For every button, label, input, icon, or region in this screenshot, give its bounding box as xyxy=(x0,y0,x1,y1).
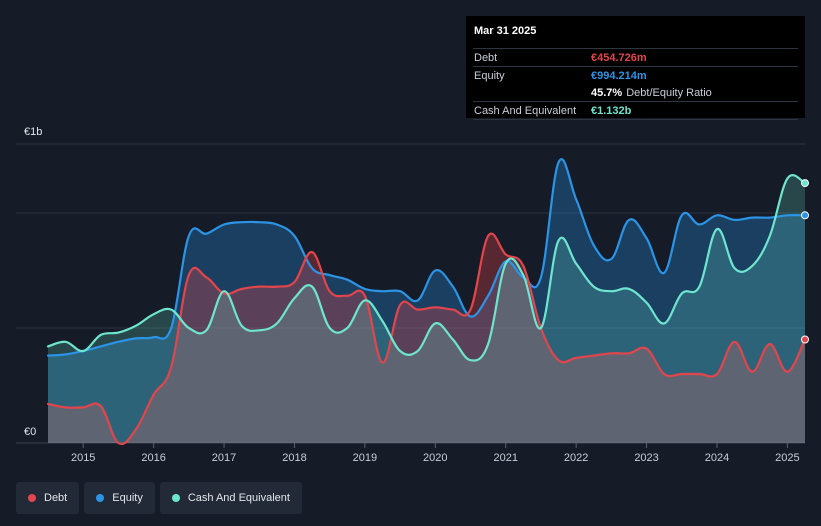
x-tick-label: 2020 xyxy=(423,452,447,464)
x-tick-label: 2023 xyxy=(634,452,658,464)
legend-label-debt: Debt xyxy=(44,492,68,504)
end-markers xyxy=(801,179,809,344)
end-marker-equity xyxy=(801,211,809,220)
legend-item-equity[interactable]: Equity xyxy=(84,482,155,514)
tooltip-ratio-label: Debt/Equity Ratio xyxy=(626,86,712,99)
x-tick-label: 2016 xyxy=(141,452,165,464)
tooltip-row-ratio: 45.7% Debt/Equity Ratio xyxy=(473,84,798,101)
x-tick-label: 2019 xyxy=(353,452,377,464)
tooltip-row-debt: Debt €454.726m xyxy=(473,48,798,66)
y-tick-label-zero: €0 xyxy=(24,426,36,438)
tooltip-equity-label: Equity xyxy=(474,69,505,82)
x-tick-label: 2018 xyxy=(282,452,306,464)
x-axis: 2015 2016 2017 2018 2019 2020 2021 2022 2023 2024… xyxy=(71,443,800,464)
x-tick-label: 2022 xyxy=(564,452,588,464)
legend-dot-equity xyxy=(96,494,105,502)
line-debt xyxy=(46,232,807,446)
x-tick-label: 2024 xyxy=(705,452,729,464)
area-debt xyxy=(48,233,805,445)
area-equity xyxy=(48,159,805,443)
tooltip-date: Mar 31 2025 xyxy=(474,25,537,37)
tooltip-cash-label: Cash And Equivalent xyxy=(474,104,577,117)
area-cash-and-equivalent xyxy=(48,175,805,443)
series-lines xyxy=(46,158,807,446)
tooltip-row-equity: Equity €994.214m xyxy=(473,66,798,84)
tooltip-equity-value: €994.214m xyxy=(591,69,647,82)
legend-label-cash: Cash And Equivalent xyxy=(187,492,290,504)
line-cash-and-equivalent xyxy=(46,174,807,362)
tooltip-ratio-value: 45.7% xyxy=(591,86,623,99)
data-tooltip: Mar 31 2025 Debt €454.726m Equity €994.2… xyxy=(466,16,805,120)
tooltip-row-cash: Cash And Equivalent €1.132b xyxy=(473,101,798,120)
tooltip-debt-label: Debt xyxy=(474,51,498,64)
end-marker-debt xyxy=(801,335,809,344)
legend-label-equity: Equity xyxy=(112,492,143,504)
legend-item-debt[interactable]: Debt xyxy=(16,482,80,514)
series-areas xyxy=(48,159,805,445)
legend-dot-cash xyxy=(171,494,180,502)
x-tick-label: 2021 xyxy=(493,452,517,464)
tooltip-debt-value: €454.726m xyxy=(591,51,647,64)
x-tick-label: 2025 xyxy=(775,452,799,464)
legend: Debt Equity Cash And Equivalent xyxy=(16,482,302,514)
y-tick-label-max: €1b xyxy=(24,126,42,138)
legend-item-cash[interactable]: Cash And Equivalent xyxy=(159,482,302,514)
tooltip-cash-value: €1.132b xyxy=(591,104,632,117)
x-tick-label: 2017 xyxy=(212,452,236,464)
gridlines xyxy=(16,143,805,444)
end-marker-cash-and-equivalent xyxy=(801,179,809,188)
x-tick-label: 2015 xyxy=(71,452,95,464)
line-equity xyxy=(46,158,807,357)
legend-dot-debt xyxy=(28,494,36,502)
